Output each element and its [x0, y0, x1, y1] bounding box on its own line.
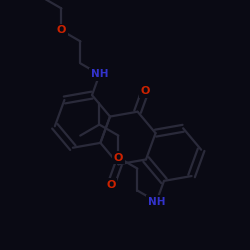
Text: O: O [140, 86, 150, 96]
Text: NH: NH [148, 196, 165, 206]
Text: O: O [106, 180, 116, 190]
Text: NH: NH [91, 70, 108, 80]
Text: O: O [114, 152, 123, 162]
Text: O: O [57, 26, 66, 36]
